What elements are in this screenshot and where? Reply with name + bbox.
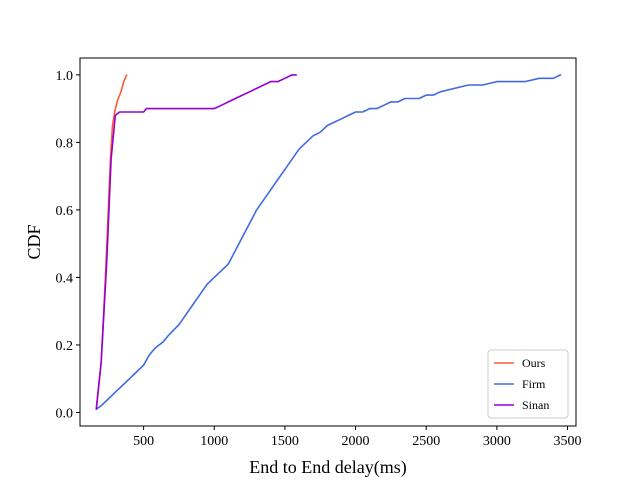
legend: Ours Firm Sinan bbox=[487, 349, 569, 419]
y-tick-label: 1.0 bbox=[56, 69, 74, 84]
x-tick-label: 1000 bbox=[200, 434, 228, 449]
legend-label-sinan: Sinan bbox=[522, 398, 549, 412]
x-tick-label: 1500 bbox=[271, 434, 299, 449]
x-tick-label: 3500 bbox=[554, 434, 582, 449]
y-tick-label: 0.2 bbox=[56, 339, 74, 354]
y-axis: 0.0 0.2 0.4 0.6 0.8 1.0 bbox=[56, 69, 80, 421]
y-tick-label: 0.8 bbox=[56, 136, 74, 151]
y-tick-label: 0.0 bbox=[56, 406, 74, 421]
x-axis-label: End to End delay(ms) bbox=[249, 457, 406, 478]
x-tick-label: 2500 bbox=[412, 434, 440, 449]
series-layer bbox=[95, 74, 562, 410]
y-tick-label: 0.4 bbox=[56, 271, 74, 286]
series-line-firm bbox=[95, 74, 562, 410]
legend-label-firm: Firm bbox=[522, 377, 546, 391]
legend-box bbox=[487, 349, 569, 419]
legend-label-ours: Ours bbox=[522, 356, 546, 370]
y-axis-label: CDF bbox=[24, 224, 44, 259]
series-line-sinan bbox=[95, 74, 298, 410]
x-axis: 500 1000 1500 2000 2500 3000 3500 bbox=[133, 426, 582, 449]
plot-area-frame bbox=[79, 57, 577, 427]
x-tick-label: 500 bbox=[133, 434, 154, 449]
x-tick-label: 3000 bbox=[483, 434, 511, 449]
y-tick-label: 0.6 bbox=[56, 204, 74, 219]
x-tick-label: 2000 bbox=[342, 434, 370, 449]
